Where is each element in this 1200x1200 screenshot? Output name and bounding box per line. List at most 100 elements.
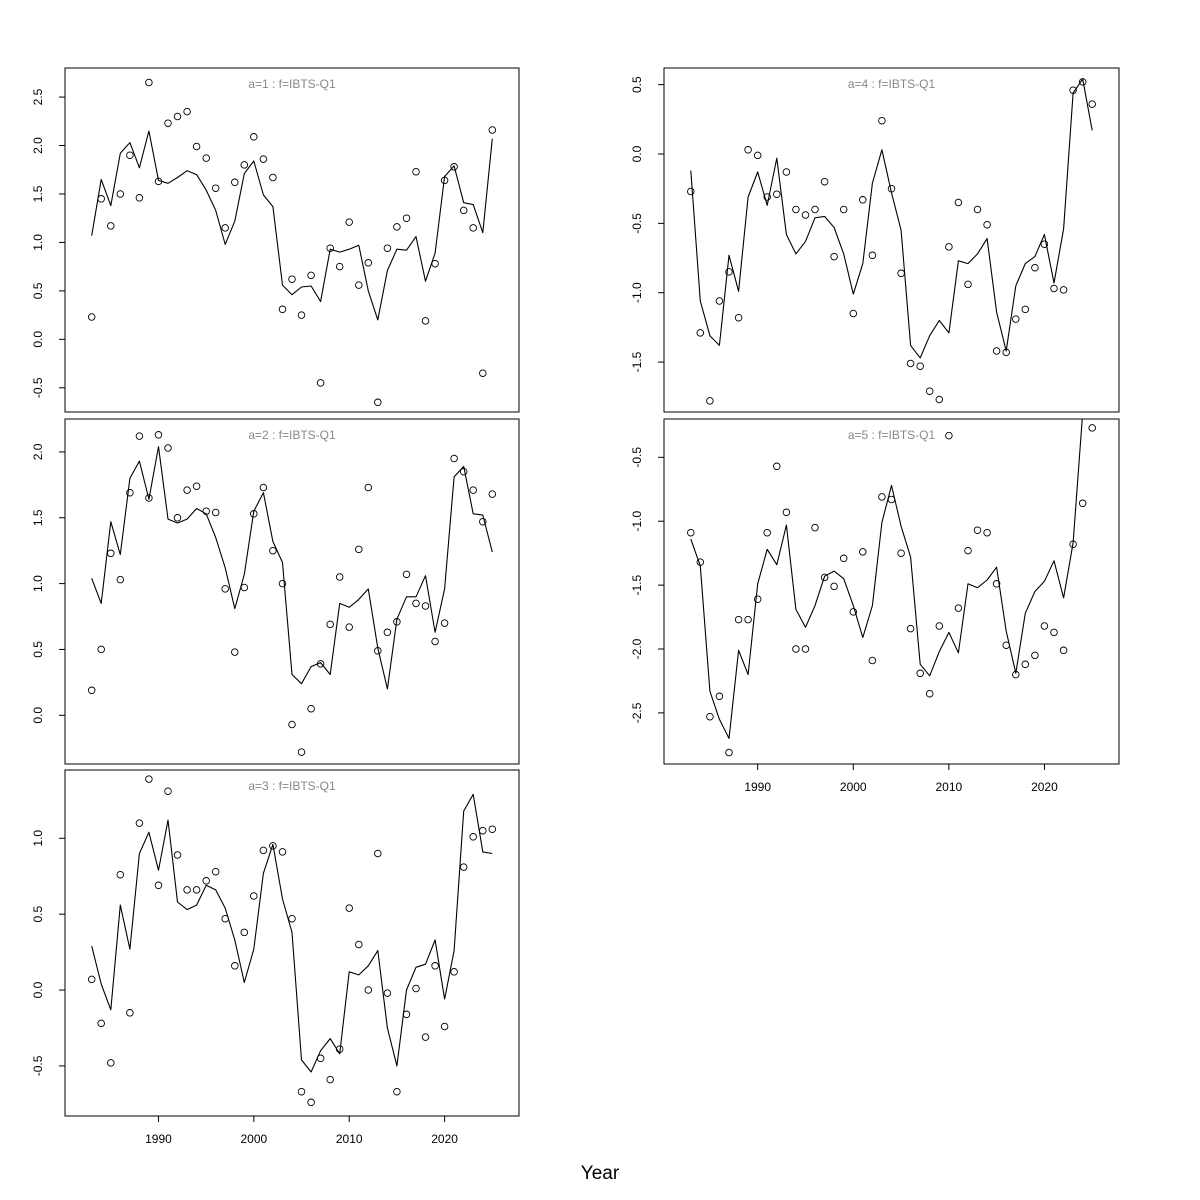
observation-point bbox=[849, 608, 858, 616]
model-fit-line bbox=[690, 419, 1083, 739]
observation-point bbox=[383, 244, 392, 252]
y-tick-label: -0.5 bbox=[630, 447, 644, 468]
observation-point bbox=[402, 570, 411, 579]
observation-point bbox=[240, 928, 249, 937]
y-tick-label: 1.5 bbox=[31, 185, 45, 202]
observation-point bbox=[412, 599, 420, 608]
observation-point bbox=[183, 486, 191, 494]
observation-point bbox=[202, 877, 210, 885]
observation-point bbox=[87, 975, 96, 984]
observation-point bbox=[97, 1019, 105, 1028]
observation-point bbox=[469, 486, 477, 494]
observation-point bbox=[116, 575, 125, 584]
observation-point bbox=[269, 546, 277, 555]
observation-point bbox=[469, 224, 477, 232]
observation-point bbox=[479, 517, 487, 526]
observation-point bbox=[753, 595, 762, 603]
x-tick-label: 2000 bbox=[840, 780, 867, 794]
observation-point bbox=[1069, 86, 1077, 94]
observation-point bbox=[734, 615, 743, 624]
observation-point bbox=[763, 193, 771, 201]
observation-point bbox=[278, 305, 287, 314]
y-tick-label: -0.5 bbox=[31, 1055, 45, 1076]
observation-point bbox=[782, 508, 791, 517]
observation-point bbox=[878, 116, 886, 125]
observation-point bbox=[355, 545, 363, 554]
observation-point bbox=[259, 846, 268, 855]
observation-point bbox=[687, 187, 695, 196]
y-tick-label: 0.0 bbox=[31, 707, 45, 724]
observation-point bbox=[1059, 286, 1068, 294]
panel-5: a=5 : f=IBTS-Q1 -2.5 -2.0 -1.5 -1.0 -0.5 1990 2… bbox=[630, 418, 1120, 794]
series-group bbox=[687, 78, 1096, 405]
observation-point bbox=[925, 689, 934, 698]
observation-point bbox=[973, 205, 982, 214]
y-tick-label: 1.0 bbox=[31, 234, 45, 251]
y-tick-label: 0.5 bbox=[31, 282, 45, 299]
y-tick-label: 0.0 bbox=[630, 145, 644, 162]
observation-point bbox=[316, 379, 325, 387]
observation-point bbox=[107, 549, 115, 558]
observation-point bbox=[964, 546, 972, 555]
observation-point bbox=[164, 787, 172, 795]
observation-point bbox=[859, 548, 867, 556]
observation-point bbox=[440, 176, 449, 185]
plot-frame bbox=[663, 67, 1120, 413]
observation-point bbox=[393, 618, 401, 626]
observation-point bbox=[374, 647, 382, 655]
observation-point bbox=[87, 313, 96, 321]
observation-point bbox=[715, 297, 724, 305]
panel-title: a=3 : f=IBTS-Q1 bbox=[248, 779, 336, 793]
observation-point bbox=[459, 863, 468, 871]
observation-point bbox=[297, 1087, 306, 1096]
observation-point bbox=[421, 317, 430, 325]
observation-point bbox=[221, 914, 229, 923]
panel-title: a=2 : f=IBTS-Q1 bbox=[248, 428, 336, 442]
model-fit-line bbox=[91, 130, 493, 321]
observation-point bbox=[820, 177, 829, 186]
observation-point bbox=[1040, 240, 1049, 248]
observation-point bbox=[440, 1022, 449, 1031]
observation-point bbox=[811, 205, 819, 214]
observation-point bbox=[145, 494, 153, 502]
observation-point bbox=[221, 224, 229, 232]
panel-title: a=1 : f=IBTS-Q1 bbox=[248, 77, 336, 91]
observation-point bbox=[479, 826, 487, 835]
observation-point bbox=[164, 119, 172, 127]
observation-point bbox=[992, 347, 1001, 355]
observation-point bbox=[183, 107, 191, 116]
observation-point bbox=[820, 573, 829, 582]
observation-point bbox=[173, 851, 182, 859]
observation-point bbox=[250, 510, 258, 518]
observation-point bbox=[715, 692, 724, 701]
observation-point bbox=[479, 369, 487, 377]
observation-point bbox=[211, 508, 220, 517]
y-tick-label: -0.5 bbox=[630, 213, 644, 234]
observation-point bbox=[374, 849, 382, 858]
observation-point bbox=[1012, 315, 1020, 323]
observation-point bbox=[288, 720, 296, 729]
observation-point bbox=[250, 133, 258, 141]
observation-point bbox=[135, 819, 144, 827]
x-tick-label: 2010 bbox=[336, 1132, 363, 1146]
plot-frame bbox=[64, 418, 520, 765]
observation-point bbox=[211, 184, 220, 192]
observation-point bbox=[763, 528, 771, 537]
observation-point bbox=[431, 259, 439, 268]
observation-point bbox=[154, 431, 163, 439]
observation-point bbox=[450, 968, 458, 976]
observation-point bbox=[1031, 263, 1039, 272]
observation-point bbox=[792, 645, 800, 653]
observation-point bbox=[887, 184, 896, 193]
observation-point bbox=[782, 168, 791, 176]
panel-title: a=4 : f=IBTS-Q1 bbox=[848, 77, 936, 91]
observation-point bbox=[278, 848, 287, 856]
observation-point bbox=[364, 259, 373, 267]
observation-point bbox=[1059, 646, 1068, 655]
observation-point bbox=[154, 177, 163, 186]
observation-point bbox=[954, 198, 963, 207]
observation-point bbox=[173, 514, 182, 522]
y-tick-label: 1.0 bbox=[31, 575, 45, 592]
observation-point bbox=[488, 490, 497, 498]
observation-point bbox=[964, 280, 972, 289]
